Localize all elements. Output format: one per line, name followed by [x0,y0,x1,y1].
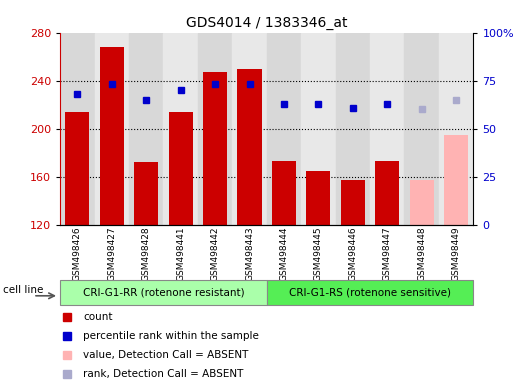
Bar [439,33,473,225]
Bar [232,33,267,225]
Bar [301,33,336,225]
Bar [404,33,439,225]
Bar [370,33,404,225]
Bar [60,33,95,225]
Text: CRI-G1-RS (rotenone sensitive): CRI-G1-RS (rotenone sensitive) [289,288,451,298]
Bar [60,280,267,305]
Bar [198,33,232,225]
Bar [410,180,434,225]
Bar [306,170,331,225]
Bar [65,112,89,225]
Bar [341,180,365,225]
Bar [129,33,163,225]
Text: CRI-G1-RR (rotenone resistant): CRI-G1-RR (rotenone resistant) [83,288,244,298]
Bar [203,72,227,225]
Bar [237,69,262,225]
Bar [134,162,158,225]
Bar [100,47,124,225]
Bar [168,112,192,225]
Bar [444,135,468,225]
Bar [272,161,296,225]
Text: count: count [83,312,112,322]
Bar [95,33,129,225]
Title: GDS4014 / 1383346_at: GDS4014 / 1383346_at [186,16,347,30]
Bar [267,33,301,225]
Bar [375,161,399,225]
Text: rank, Detection Call = ABSENT: rank, Detection Call = ABSENT [83,369,244,379]
Text: value, Detection Call = ABSENT: value, Detection Call = ABSENT [83,350,248,360]
Bar [267,280,473,305]
Text: cell line: cell line [3,285,43,295]
Bar [336,33,370,225]
Text: percentile rank within the sample: percentile rank within the sample [83,331,259,341]
Bar [163,33,198,225]
